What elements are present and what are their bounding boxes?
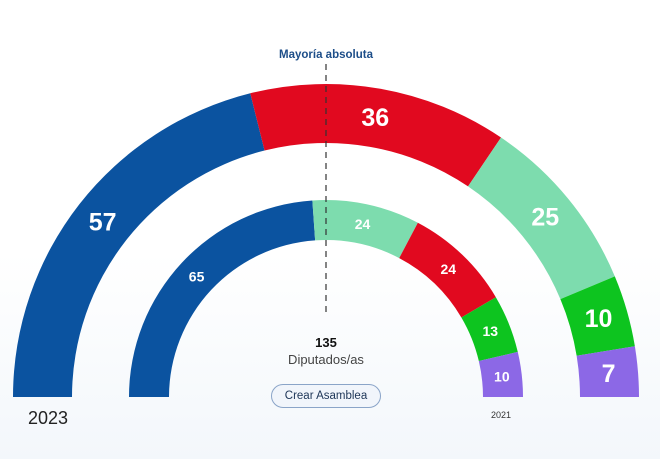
ring-2023-segment-1[interactable]	[250, 84, 502, 187]
ring-2023-value-0: 57	[89, 208, 117, 236]
ring-2021-segment-1[interactable]	[312, 199, 418, 259]
ring-2021-value-2: 24	[440, 261, 456, 277]
ring-2023-segment-0[interactable]	[13, 93, 265, 398]
ring-2021-value-4: 10	[494, 369, 510, 385]
ring-2023-segment-2[interactable]	[468, 137, 615, 300]
total-seats-label: Diputados/as	[288, 352, 364, 367]
ring-2021-segment-2[interactable]	[399, 222, 496, 318]
ring-2023-segment-3[interactable]	[560, 276, 635, 356]
ring-2023-segment-4[interactable]	[576, 346, 639, 397]
ring-2021-segment-0[interactable]	[129, 200, 316, 397]
majority-label: Mayoría absoluta	[279, 49, 373, 61]
ring-2021-segment-4[interactable]	[478, 351, 523, 397]
outer-ring-year: 2023	[28, 408, 69, 428]
ring-2023-value-3: 10	[585, 305, 613, 333]
total-seats: 135	[315, 335, 337, 350]
ring-2023-value-1: 36	[361, 104, 389, 132]
ring-2021-segment-3[interactable]	[461, 297, 518, 362]
ring-2021-value-1: 24	[355, 216, 371, 232]
ring-2023-value-4: 7	[602, 360, 616, 388]
ring-2021-value-3: 13	[483, 323, 499, 339]
inner-ring-year: 2021	[491, 410, 512, 420]
ring-2021-value-0: 65	[189, 268, 205, 284]
ring-2023-value-2: 25	[531, 203, 559, 231]
create-assembly-button[interactable]: Crear Asamblea	[271, 384, 381, 408]
